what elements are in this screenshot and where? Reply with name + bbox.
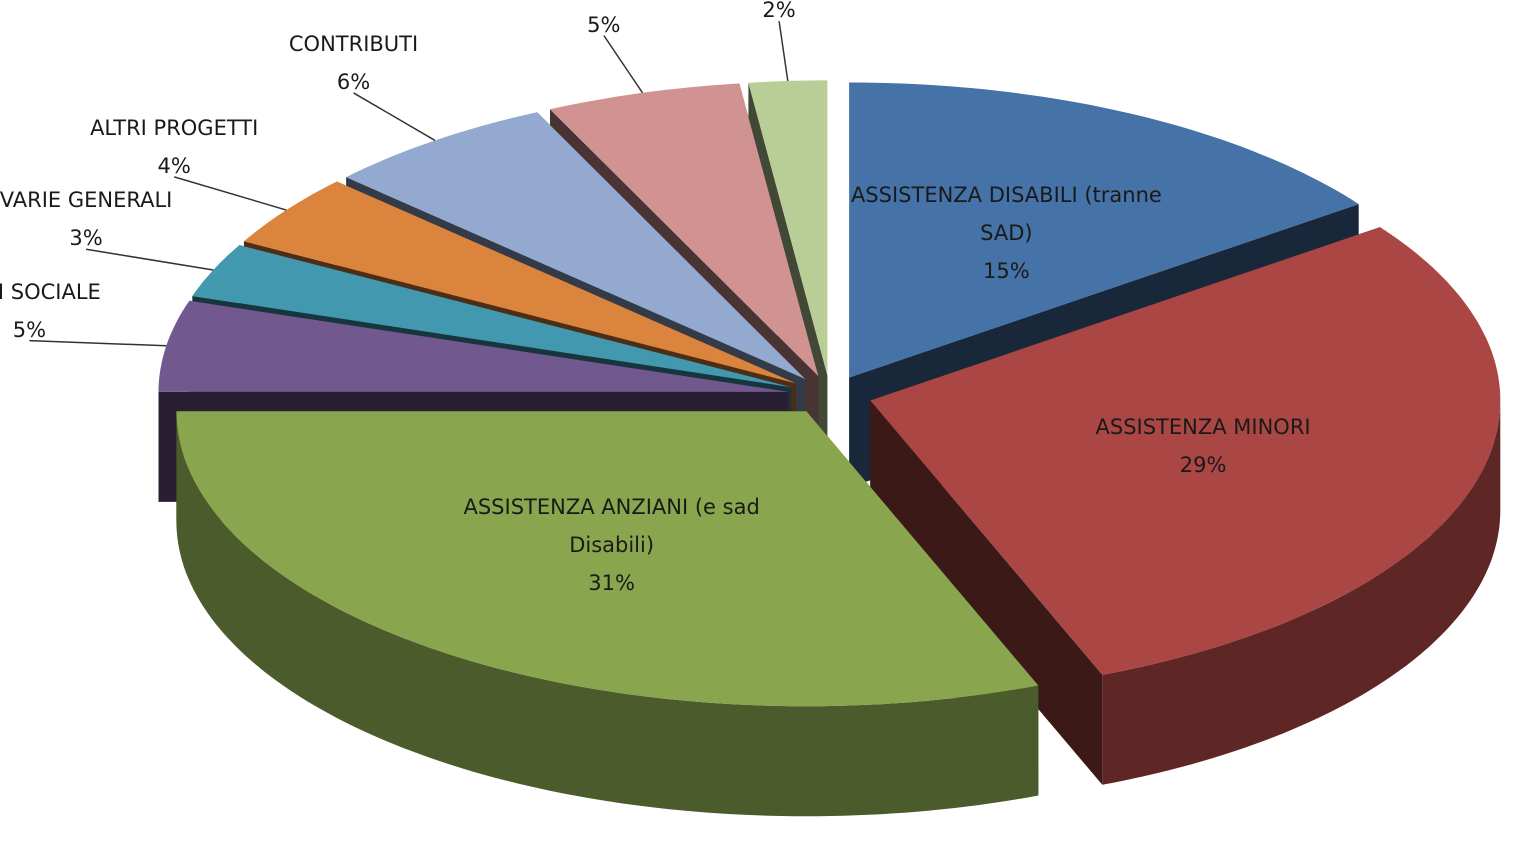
slice-top bbox=[176, 411, 1039, 707]
value-label: 5% bbox=[12, 317, 47, 342]
data-label: SPORTELLI2% bbox=[629, 0, 929, 29]
slice-top bbox=[346, 112, 806, 380]
leader-line bbox=[173, 176, 287, 211]
leader-line bbox=[85, 248, 214, 271]
value-label: 2% bbox=[762, 0, 796, 23]
slice-top bbox=[158, 300, 789, 392]
value-label: 3% bbox=[69, 226, 103, 251]
slice-wall bbox=[176, 411, 1039, 817]
data-label: AMMINISTRAZIONE5% bbox=[454, 0, 754, 44]
slice-top bbox=[243, 181, 796, 384]
data-label: ASSISTENZA MINORI 29% bbox=[1023, 408, 1383, 484]
data-label: ALTRI PROGETTI 4% bbox=[24, 109, 324, 185]
leader-line bbox=[603, 35, 644, 94]
value-label: 6% bbox=[336, 69, 371, 94]
data-label: VARIE GENERALI 3% bbox=[0, 181, 236, 257]
value-label: 29% bbox=[1179, 452, 1227, 477]
data-label: TAXI SOCIALE 5% bbox=[0, 273, 179, 349]
slice-top bbox=[550, 83, 819, 377]
category-label: CONTRIBUTI bbox=[288, 31, 419, 56]
slice-side bbox=[870, 400, 1103, 785]
leader-line bbox=[29, 339, 167, 347]
category-label: ASSISTENZA DISABILI (tranne SAD) bbox=[850, 182, 1162, 245]
slice-wall bbox=[1102, 400, 1501, 785]
slice-top bbox=[192, 245, 792, 388]
slice-top bbox=[748, 80, 828, 376]
data-label: ASSISTENZA ANZIANI (e sad Disabili) 31% bbox=[432, 488, 792, 602]
slice-top bbox=[870, 227, 1501, 675]
slice-top bbox=[849, 82, 1359, 378]
data-label: CONTRIBUTI 6% bbox=[204, 25, 504, 101]
category-label: TAXI SOCIALE bbox=[0, 279, 101, 304]
leader-line bbox=[778, 21, 789, 82]
category-label: ASSISTENZA ANZIANI (e sad Disabili) bbox=[463, 495, 760, 558]
category-label: ALTRI PROGETTI bbox=[90, 115, 259, 140]
value-label: 31% bbox=[588, 571, 635, 596]
value-label: 5% bbox=[587, 12, 621, 37]
leader-line bbox=[353, 92, 436, 142]
slice bbox=[176, 411, 1039, 817]
value-label: 4% bbox=[157, 153, 191, 178]
category-label: VARIE GENERALI bbox=[0, 188, 173, 213]
value-label: 15% bbox=[983, 258, 1030, 283]
data-label: ASSISTENZA DISABILI (tranne SAD) 15% bbox=[826, 176, 1186, 290]
slice bbox=[870, 227, 1501, 785]
category-label: ASSISTENZA MINORI bbox=[1095, 414, 1311, 439]
